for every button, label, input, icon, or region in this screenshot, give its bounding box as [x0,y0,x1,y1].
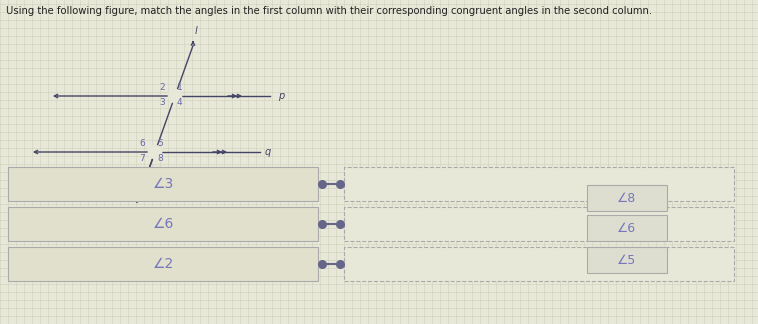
Text: 1: 1 [177,83,183,92]
Text: q: q [265,147,271,157]
Bar [587,185,667,211]
Text: 6: 6 [139,139,145,148]
Text: l: l [195,26,198,36]
Circle shape [168,89,182,103]
Bar [8,167,318,201]
Text: ∠6: ∠6 [618,222,637,235]
Circle shape [148,145,162,159]
Bar [587,215,667,241]
Text: 7: 7 [139,154,145,163]
Bar [8,207,318,241]
Text: 4: 4 [177,98,183,107]
Text: 5: 5 [157,139,163,148]
Text: ∠3: ∠3 [152,177,174,191]
Bar [344,247,734,281]
Text: DRAG & DROP THE ANSWER: DRAG & DROP THE ANSWER [562,171,688,180]
Text: ∠5: ∠5 [617,253,637,267]
Text: 3: 3 [159,98,165,107]
Bar [344,207,734,241]
Text: ∠2: ∠2 [152,257,174,271]
Text: p: p [278,91,284,101]
Bar [344,167,734,201]
Text: 8: 8 [157,154,163,163]
Bar [8,247,318,281]
Text: Using the following figure, match the angles in the first column with their corr: Using the following figure, match the an… [6,6,652,16]
Bar [587,247,667,273]
Text: ∠6: ∠6 [152,217,174,231]
Text: ∠8: ∠8 [617,191,637,204]
Text: 2: 2 [159,83,165,92]
